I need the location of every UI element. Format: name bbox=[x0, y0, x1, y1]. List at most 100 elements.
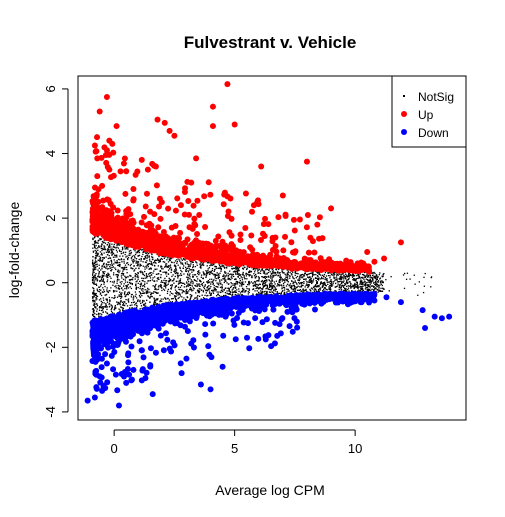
notsig-point bbox=[206, 290, 209, 292]
notsig-point bbox=[248, 274, 250, 276]
notsig-point bbox=[162, 271, 164, 273]
notsig-point bbox=[348, 274, 350, 277]
notsig-point bbox=[324, 287, 326, 289]
notsig-point bbox=[160, 265, 162, 267]
up-point bbox=[90, 224, 97, 231]
notsig-point bbox=[120, 273, 123, 275]
notsig-point bbox=[113, 259, 115, 261]
notsig-point bbox=[121, 249, 124, 251]
notsig-point bbox=[100, 298, 102, 300]
notsig-point bbox=[136, 262, 138, 264]
notsig-point bbox=[261, 269, 263, 271]
notsig-point bbox=[339, 276, 342, 278]
notsig-point bbox=[106, 275, 108, 277]
notsig-point bbox=[367, 284, 370, 286]
notsig-point bbox=[142, 300, 144, 302]
notsig-point bbox=[207, 294, 209, 297]
notsig-point bbox=[338, 288, 340, 291]
notsig-point bbox=[143, 300, 145, 302]
notsig-point bbox=[169, 301, 172, 303]
notsig-point bbox=[169, 279, 171, 282]
notsig-point bbox=[294, 280, 296, 282]
up-point bbox=[311, 249, 318, 256]
notsig-point bbox=[130, 278, 132, 281]
notsig-point bbox=[166, 259, 168, 261]
notsig-point bbox=[108, 243, 111, 245]
up-point bbox=[99, 182, 106, 189]
notsig-point bbox=[187, 271, 190, 273]
notsig-point bbox=[121, 246, 124, 249]
notsig-point bbox=[190, 263, 192, 265]
notsig-point bbox=[330, 283, 333, 285]
notsig-point bbox=[105, 273, 108, 276]
notsig-point bbox=[302, 278, 305, 280]
notsig-point bbox=[97, 249, 99, 251]
notsig-point bbox=[194, 284, 196, 287]
notsig-point bbox=[139, 300, 141, 303]
notsig-point bbox=[120, 275, 123, 277]
notsig-point bbox=[374, 287, 376, 290]
notsig-point bbox=[316, 281, 318, 283]
notsig-point bbox=[92, 265, 94, 267]
notsig-point bbox=[201, 285, 204, 287]
notsig-point bbox=[234, 267, 237, 269]
notsig-point bbox=[95, 250, 98, 253]
notsig-point bbox=[370, 281, 372, 283]
notsig-point bbox=[205, 289, 208, 292]
notsig-point bbox=[236, 281, 238, 284]
up-point bbox=[259, 253, 266, 260]
notsig-point bbox=[127, 299, 129, 301]
notsig-point bbox=[325, 288, 327, 291]
notsig-point bbox=[187, 280, 190, 283]
notsig-point bbox=[172, 293, 174, 295]
notsig-point bbox=[120, 292, 122, 295]
up-point bbox=[160, 242, 167, 249]
notsig-point bbox=[360, 280, 363, 283]
notsig-point bbox=[252, 268, 254, 271]
notsig-point bbox=[115, 255, 118, 257]
notsig-point bbox=[202, 271, 204, 273]
notsig-point bbox=[128, 292, 131, 295]
notsig-point bbox=[98, 273, 100, 275]
notsig-point bbox=[216, 282, 218, 284]
notsig-point bbox=[362, 283, 364, 286]
notsig-point bbox=[123, 293, 126, 295]
notsig-point bbox=[373, 271, 375, 274]
notsig-point bbox=[218, 267, 221, 269]
notsig-point bbox=[112, 256, 115, 258]
notsig-point bbox=[151, 256, 153, 258]
notsig-point bbox=[344, 284, 347, 286]
notsig-point bbox=[157, 278, 159, 280]
up-point bbox=[144, 229, 151, 236]
notsig-point bbox=[102, 291, 104, 294]
notsig-point bbox=[231, 275, 233, 277]
notsig-point bbox=[143, 274, 146, 277]
series-notsig bbox=[91, 233, 433, 321]
notsig-point bbox=[327, 281, 329, 283]
notsig-point bbox=[96, 235, 99, 238]
notsig-point bbox=[280, 276, 282, 279]
notsig-point bbox=[283, 292, 285, 294]
notsig-point bbox=[315, 282, 318, 284]
notsig-point bbox=[91, 308, 94, 310]
notsig-point bbox=[308, 280, 310, 282]
notsig-point bbox=[139, 308, 141, 310]
notsig-point bbox=[290, 286, 293, 288]
up-point bbox=[303, 158, 310, 165]
notsig-point bbox=[137, 276, 140, 278]
notsig-point bbox=[184, 262, 187, 264]
notsig-point bbox=[348, 272, 350, 274]
notsig-point bbox=[129, 254, 131, 256]
up-point bbox=[152, 163, 159, 170]
notsig-point bbox=[349, 281, 351, 283]
notsig-point bbox=[187, 270, 189, 272]
notsig-point bbox=[406, 272, 409, 274]
notsig-point bbox=[333, 274, 335, 276]
notsig-point bbox=[294, 281, 296, 283]
notsig-point bbox=[170, 261, 173, 263]
up-point bbox=[237, 231, 244, 238]
up-point bbox=[249, 208, 256, 215]
notsig-point bbox=[154, 304, 156, 306]
notsig-point bbox=[242, 264, 245, 267]
notsig-point bbox=[379, 277, 382, 279]
